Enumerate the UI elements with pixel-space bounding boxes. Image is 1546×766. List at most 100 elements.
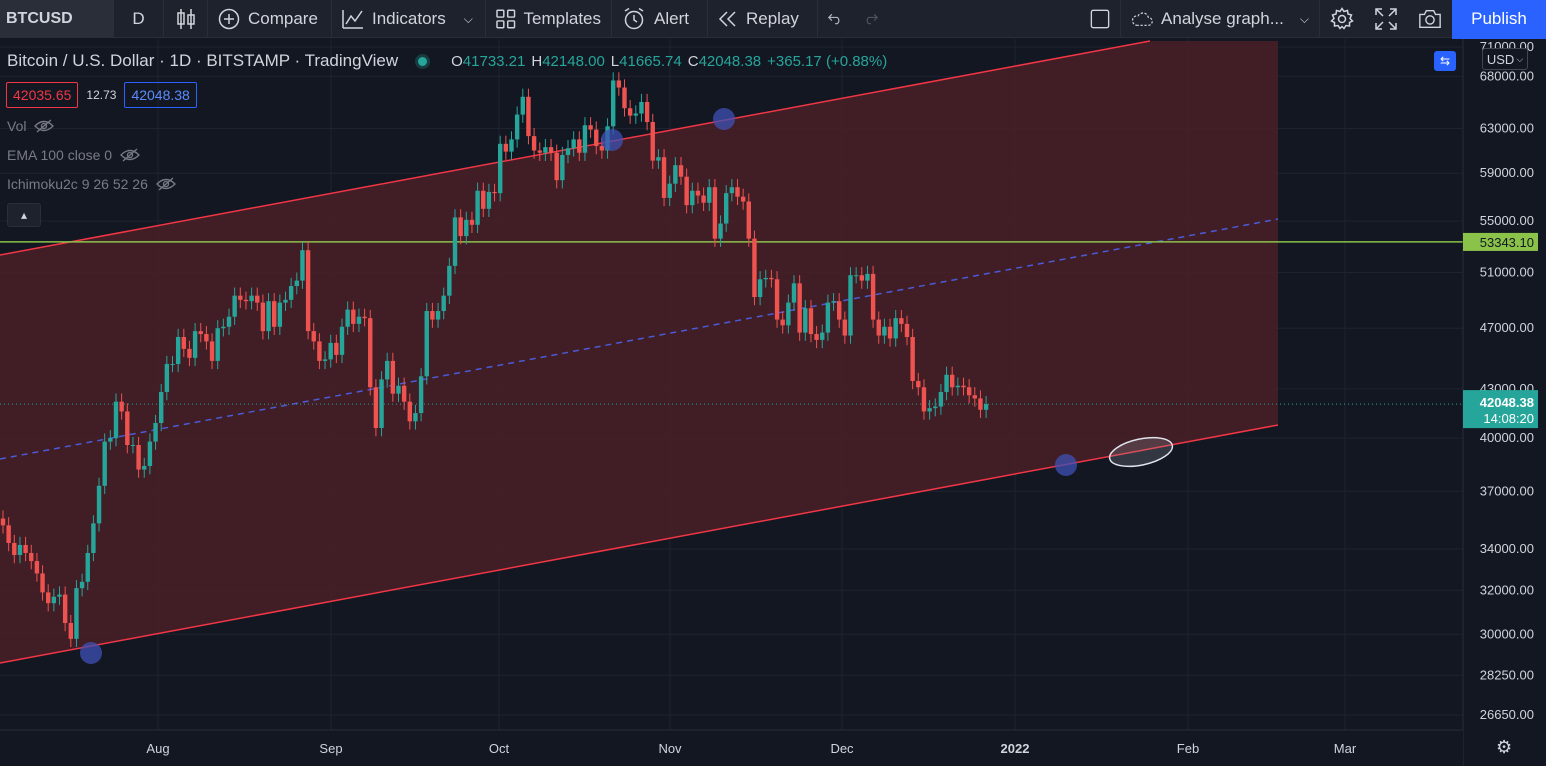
candle-body <box>548 147 554 153</box>
candle-body <box>396 385 401 394</box>
compare-button[interactable]: Compare <box>208 0 332 38</box>
candle <box>226 308 232 336</box>
replay-button[interactable]: Replay <box>708 0 818 38</box>
candle-body <box>978 398 983 410</box>
price-chart[interactable]: 71000.0068000.0063000.0059000.0055000.00… <box>0 39 1546 766</box>
candle <box>232 287 237 325</box>
settings-button[interactable] <box>1320 0 1364 38</box>
templates-icon <box>496 8 516 29</box>
candle <box>531 127 537 159</box>
candle-body <box>435 311 441 320</box>
candle-body <box>91 523 96 553</box>
indicators-button[interactable]: Indicators ⌵ <box>332 0 486 38</box>
candle-body <box>481 190 486 209</box>
time-tick-label: Nov <box>658 741 682 756</box>
snapshot-button[interactable] <box>1408 0 1452 38</box>
candle-body <box>108 438 113 442</box>
replay-label: Replay <box>746 8 799 28</box>
candle <box>633 105 638 124</box>
candle <box>695 182 701 204</box>
candle-body <box>537 150 542 153</box>
settings-icon <box>1330 6 1354 30</box>
candles <box>0 72 989 648</box>
candle-body <box>85 552 90 582</box>
candle-body <box>469 219 475 225</box>
indicator-label: Vol <box>7 118 27 134</box>
price-tick-label: 30000.00 <box>1480 626 1534 641</box>
redo-icon[interactable] <box>864 12 878 26</box>
candle <box>571 131 576 157</box>
currency-selector[interactable]: USD ⌵ <box>1482 48 1528 70</box>
camera-icon <box>1419 9 1441 28</box>
undo-icon[interactable] <box>828 12 842 26</box>
chart-type-button[interactable] <box>164 0 208 38</box>
candle-body <box>175 336 181 364</box>
candle-body <box>582 125 588 153</box>
candle <box>944 366 949 401</box>
select-layout-button[interactable] <box>1080 0 1120 38</box>
indicator-vol[interactable]: Vol <box>7 118 55 134</box>
eye-hidden-icon[interactable] <box>155 177 176 191</box>
market-status-icon[interactable] <box>418 56 428 66</box>
marker-circle <box>601 129 623 151</box>
candle-body <box>379 379 384 429</box>
compare-label: Compare <box>248 8 318 28</box>
price-tick-label: 51000.00 <box>1480 265 1534 280</box>
candle-body <box>814 334 819 340</box>
candle <box>853 267 859 284</box>
eye-hidden-icon[interactable] <box>34 119 55 133</box>
candle <box>690 182 695 214</box>
candle-body <box>644 101 650 123</box>
candle <box>837 293 842 328</box>
candle <box>774 271 780 328</box>
fullscreen-button[interactable] <box>1364 0 1408 38</box>
layout-name-button[interactable]: Analyse graph... ⌵ <box>1120 0 1320 38</box>
publish-button[interactable]: Publish <box>1452 0 1546 39</box>
candle <box>424 302 429 385</box>
templates-button[interactable]: Templates <box>486 0 612 38</box>
undo-redo-group <box>818 0 888 38</box>
candle-body <box>119 401 124 412</box>
candle-body <box>255 295 260 303</box>
candle <box>356 308 362 333</box>
axis-settings-icon[interactable]: ⚙ <box>1496 737 1513 757</box>
indicator-ema[interactable]: EMA 100 close 0 <box>7 147 140 163</box>
eye-hidden-icon[interactable] <box>120 148 140 162</box>
candle <box>390 352 396 402</box>
candle-body <box>385 360 390 380</box>
candle-body <box>447 265 452 296</box>
candle <box>57 586 62 605</box>
collapse-legend-button[interactable]: ▴ <box>7 203 41 227</box>
chevron-down-icon: ⌵ <box>1516 53 1524 64</box>
chart-area[interactable]: 71000.00 68000.00 63000.00 59000.00 55000.00… <box>0 39 1546 766</box>
alert-button[interactable]: Alert <box>612 0 708 38</box>
candle-body <box>322 359 328 361</box>
series-legend: Bitcoin / U.S. Dollar · 1D · BITSTAMP · … <box>7 51 887 71</box>
candle-body <box>424 311 429 377</box>
candle <box>277 294 283 336</box>
candle <box>797 275 802 341</box>
candle <box>46 584 51 612</box>
candle <box>108 430 113 450</box>
candle <box>119 393 124 420</box>
candle <box>68 614 73 648</box>
candle <box>345 301 350 336</box>
candle <box>548 139 554 161</box>
spread-value: 12.73 <box>86 88 117 102</box>
candle <box>560 146 565 189</box>
buy-price-button[interactable]: 42048.38 <box>124 82 197 108</box>
indicator-ichimoku[interactable]: Ichimoku2c 9 26 52 26 <box>7 176 176 192</box>
candle <box>780 311 785 334</box>
sell-price-button[interactable]: 42035.65 <box>6 82 79 108</box>
candle <box>238 287 243 309</box>
candle <box>514 106 520 148</box>
sync-icon[interactable]: ⇆ <box>1434 51 1456 71</box>
candle <box>983 395 989 419</box>
candle <box>311 323 316 350</box>
candle <box>899 310 904 333</box>
symbol-search-button[interactable]: BTCUSD <box>0 0 114 38</box>
candle <box>147 433 153 475</box>
candle-body <box>565 148 571 155</box>
interval-button[interactable]: D <box>114 0 164 38</box>
candle-body <box>955 385 961 388</box>
